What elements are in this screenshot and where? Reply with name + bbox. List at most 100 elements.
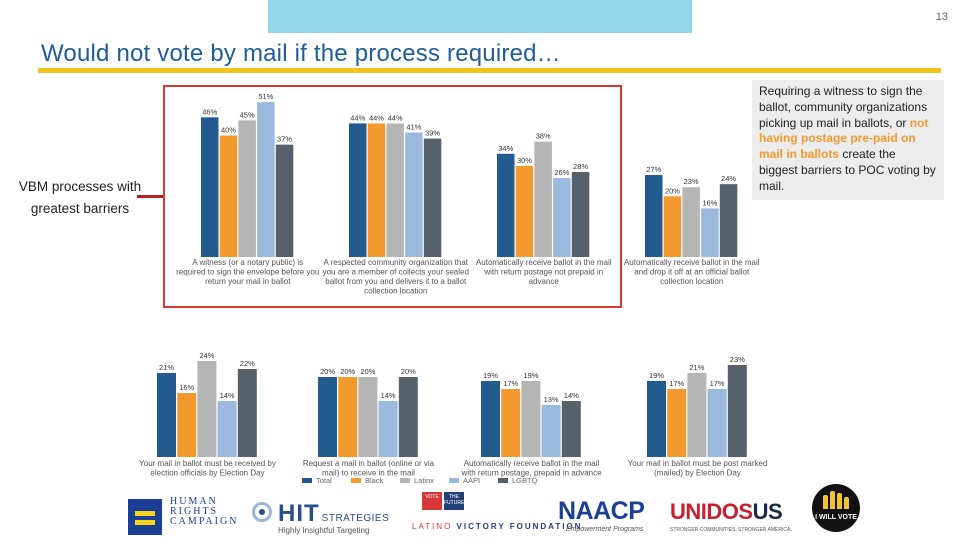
page-number: 13 (935, 11, 948, 23)
data-label: 34% (498, 144, 513, 153)
legend-swatch-aapi (449, 478, 459, 483)
bar-black-2-2 (338, 377, 358, 457)
bar-black-2-4 (667, 389, 687, 457)
bar-lgbtq-2-3 (561, 401, 581, 457)
data-label: 44% (388, 113, 403, 122)
category-label: required to sign the envelope before you (176, 268, 319, 277)
data-label: 28% (573, 162, 588, 171)
header-banner (268, 0, 692, 33)
side-label: VBM processes with greatest barriers (18, 179, 142, 216)
category-label: Automatically receive ballot in the mail (476, 258, 612, 267)
bar-latinx-2-2 (358, 377, 378, 457)
legend-label: AAPI (463, 476, 480, 485)
bar-black-1-3 (515, 165, 534, 257)
bar-lgbtq-1-2 (423, 138, 442, 257)
legend-swatch-lgbtq (498, 478, 508, 483)
bar-lgbtq-2-4 (727, 365, 747, 457)
bar-black-1-1 (219, 135, 238, 257)
data-label: 23% (730, 355, 745, 364)
data-label: 39% (425, 129, 440, 138)
note-highlight: not having postage pre-paid on mail in b… (759, 115, 929, 162)
hrc-logo-text: HUMAN RIGHTS CAMPAIGN (170, 496, 239, 527)
data-label: 19% (649, 371, 664, 380)
data-label: 51% (258, 92, 273, 101)
data-label: 20% (340, 367, 355, 376)
category-label: (mailed) by Election Day (654, 469, 741, 478)
data-label: 22% (240, 359, 255, 368)
bar-latinx-2-4 (687, 373, 707, 457)
data-label: 38% (536, 132, 551, 141)
data-label: 26% (554, 168, 569, 177)
bar-aapi-1-2 (405, 132, 423, 257)
unidosus-logo-name: UNIDOSUS (670, 499, 783, 524)
raised-fists-icon (823, 491, 849, 509)
bar-total-2-4 (647, 381, 666, 457)
category-label: Request a mail in ballot (online or via (303, 459, 435, 468)
bar-latinx-1-2 (386, 123, 404, 258)
category-label: A witness (or a notary public) is (192, 258, 303, 267)
legend-swatch-latinx (400, 478, 410, 483)
category-label: Your mail in ballot must be received by (139, 459, 276, 468)
bar-lgbtq-1-3 (571, 171, 590, 257)
category-label: with return postage not prepaid in (483, 268, 603, 277)
bar-lgbtq-1-4 (719, 184, 738, 257)
data-label: 46% (202, 107, 217, 116)
category-label: election officials by Election Day (150, 469, 264, 478)
category-label: you are a member of collects your sealed (323, 268, 469, 277)
data-label: 30% (517, 156, 532, 165)
data-label: 27% (646, 165, 661, 174)
data-label: 14% (381, 391, 396, 400)
legend-label: LGBTQ (512, 476, 538, 485)
bar-total-2-1 (157, 373, 176, 457)
legend-label: Black (365, 476, 384, 485)
data-label: 23% (684, 177, 699, 186)
bar-lgbtq-2-1 (237, 369, 257, 457)
category-label: Automatically receive ballot in the mail (624, 258, 760, 267)
bar-aapi-1-1 (257, 102, 275, 258)
data-label: 19% (523, 371, 538, 380)
naacp-logo: NAACP Empowerment Programs (558, 497, 648, 533)
data-label: 20% (665, 186, 680, 195)
bar-black-1-4 (663, 196, 682, 257)
highlight-frame (163, 85, 622, 308)
bar-total-1-2 (349, 123, 367, 258)
bar-aapi-2-3 (541, 405, 561, 457)
bar-total-2-3 (481, 381, 500, 457)
data-label: 24% (199, 351, 214, 360)
title-underline (38, 68, 941, 73)
side-label-connector (137, 195, 163, 198)
note-text-2: create the biggest barriers to POC votin… (759, 147, 936, 193)
data-label: 24% (721, 174, 736, 183)
bar-total-1-3 (497, 153, 515, 257)
data-label: 41% (406, 123, 421, 132)
data-label: 20% (360, 367, 375, 376)
bar-aapi-2-4 (707, 389, 727, 457)
bar-total-1-1 (201, 117, 219, 257)
category-label: Your mail in ballot must be post marked (628, 459, 768, 468)
data-label: 14% (564, 391, 579, 400)
data-label: 21% (689, 363, 704, 372)
bar-black-2-3 (501, 389, 521, 457)
bar-black-1-2 (367, 123, 386, 258)
i-will-vote-logo: I WILL VOTE (812, 484, 860, 532)
bar-latinx-1-1 (238, 120, 256, 257)
category-label: and drop it off at an official ballot (634, 268, 750, 277)
legend-swatch-black (351, 478, 361, 483)
data-label: 40% (221, 126, 236, 135)
data-label: 16% (179, 383, 194, 392)
naacp-logo-tagline: Empowerment Programs (566, 526, 644, 533)
hit-circle-icon (252, 502, 272, 522)
category-label: ballot from you and delivers it to a bal… (325, 277, 467, 286)
bar-aapi-1-4 (701, 208, 719, 257)
iwv-logo-text: I WILL VOTE (815, 514, 857, 521)
data-label: 16% (702, 198, 717, 207)
data-label: 37% (277, 135, 292, 144)
data-label: 14% (220, 391, 235, 400)
legend-swatch-total (302, 478, 312, 483)
category-label: advance (529, 277, 560, 286)
bar-latinx-2-3 (521, 381, 541, 457)
equality-icon (128, 499, 162, 535)
category-label: mail) to receive in the mail (322, 469, 415, 478)
bar-latinx-2-1 (197, 361, 217, 457)
